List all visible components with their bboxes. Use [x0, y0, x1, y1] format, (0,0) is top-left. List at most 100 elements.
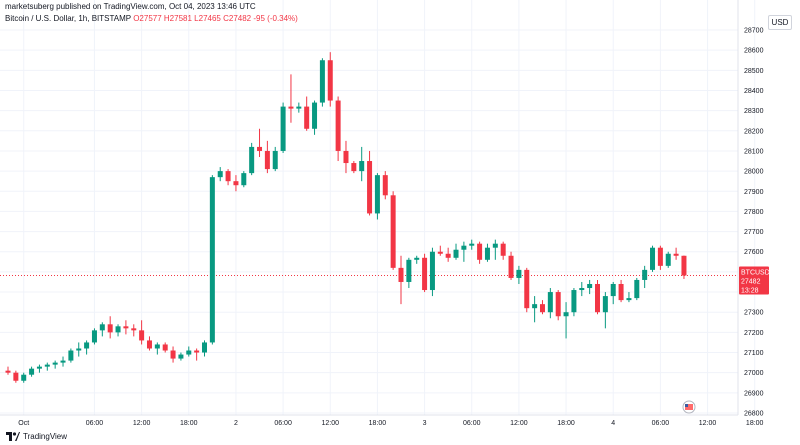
y-tick-label: 28500 [744, 68, 764, 75]
candle-body [547, 292, 553, 313]
candle-body [249, 146, 255, 174]
candle-body [610, 283, 616, 297]
x-tick-label: 4 [611, 420, 615, 427]
candle-body [587, 283, 593, 289]
candle-body [327, 60, 333, 101]
candle-body [374, 175, 380, 214]
candle-body [477, 243, 483, 260]
ohlc-high: H27581 [163, 14, 192, 23]
candle-body [36, 366, 42, 369]
candle-body [367, 161, 373, 214]
candle-body [524, 269, 530, 309]
candle-body [264, 150, 270, 170]
candle-body [665, 253, 671, 266]
y-tick-label: 27600 [744, 249, 764, 256]
candles [5, 52, 687, 383]
candle-body [44, 364, 50, 367]
flag-icon[interactable] [682, 400, 696, 414]
candle-body [99, 324, 105, 331]
candle-body [343, 150, 349, 164]
candle-body [233, 181, 239, 186]
candle-body [139, 330, 145, 341]
x-tick-label: 3 [423, 420, 427, 427]
candle-body [390, 195, 396, 268]
candle-body [312, 102, 318, 129]
candle-body [288, 106, 294, 109]
candle-body [437, 251, 443, 254]
x-tick-label: 06:00 [274, 420, 292, 427]
candle-body [406, 259, 412, 282]
candle-body [178, 354, 184, 359]
candle-body [429, 251, 435, 291]
candle-body [461, 245, 467, 250]
x-tick-label: 18:00 [180, 420, 198, 427]
candle-body [170, 350, 176, 359]
last-price-tag: BTCUSD 27482 13:28 [739, 266, 770, 295]
ohlc-legend: Bitcoin / U.S. Dollar, 1h, BITSTAMP O275… [5, 14, 298, 23]
candle-body [304, 106, 310, 129]
candle-body [555, 292, 561, 317]
y-tick-label: 28600 [744, 48, 764, 55]
candle-body [642, 269, 648, 280]
candle-body [272, 150, 278, 170]
x-tick-label: 06:00 [463, 420, 481, 427]
ohlc-change: -95 (-0.34%) [253, 14, 298, 23]
candle-body [154, 344, 160, 349]
brand-name: TradingView [23, 432, 68, 441]
price-tag-countdown: 13:28 [741, 288, 759, 295]
x-tick-label: 06:00 [652, 420, 670, 427]
candle-body [657, 247, 663, 266]
x-tick-label: 06:00 [86, 420, 104, 427]
candle-body [257, 146, 263, 151]
candle-body [414, 257, 420, 260]
x-tick-label: 12:00 [133, 420, 151, 427]
candle-body [296, 106, 302, 109]
y-tick-label: 27800 [744, 209, 764, 216]
candle-body [539, 304, 545, 313]
x-tick-label: 2 [234, 420, 238, 427]
candle-body [146, 340, 152, 349]
price-axis[interactable]: 28700 28600 28500 28400 28300 28200 28100 28000… [744, 28, 764, 418]
candle-body [422, 257, 428, 291]
footer-branding: TradingView [6, 432, 67, 441]
candle-body [382, 175, 388, 196]
x-tick-label: 12:00 [510, 420, 528, 427]
time-axis[interactable]: Oct 06:00 12:00 18:00 2 06:00 12:00 18:00 3 06:00… [18, 420, 763, 427]
candle-body [217, 171, 223, 178]
candle-body [13, 372, 19, 381]
candle-body [241, 173, 247, 186]
candle-body [29, 368, 35, 375]
y-tick-label: 28000 [744, 169, 764, 176]
candle-body [602, 296, 608, 313]
currency-button[interactable]: USD [768, 15, 792, 30]
x-tick-label: 18:00 [557, 420, 575, 427]
candle-body [319, 60, 325, 103]
candle-body [351, 163, 357, 172]
candle-body [626, 298, 632, 301]
price-tag-price: 27482 [741, 279, 761, 286]
candle-body [123, 326, 129, 329]
candle-body [453, 249, 459, 258]
candle-body [650, 247, 656, 270]
candle-body [91, 330, 97, 343]
y-tick-label: 26800 [744, 411, 764, 418]
candle-body [107, 324, 113, 333]
y-tick-label: 27100 [744, 350, 764, 357]
price-tag-ticker: BTCUSD [741, 270, 770, 277]
candle-body [280, 106, 286, 151]
y-tick-label: 26900 [744, 390, 764, 397]
candle-body [162, 344, 168, 351]
candle-body [484, 247, 490, 260]
y-tick-label: 27200 [744, 330, 764, 337]
candle-body [359, 161, 365, 172]
candle-body [202, 342, 207, 353]
x-tick-label: Oct [18, 420, 29, 427]
y-tick-label: 28100 [744, 148, 764, 155]
candle-body [5, 370, 11, 373]
candle-body [52, 362, 58, 365]
y-tick-label: 28700 [744, 28, 764, 35]
candle-body [445, 253, 451, 258]
candle-body [131, 328, 137, 331]
x-tick-label: 18:00 [369, 420, 387, 427]
